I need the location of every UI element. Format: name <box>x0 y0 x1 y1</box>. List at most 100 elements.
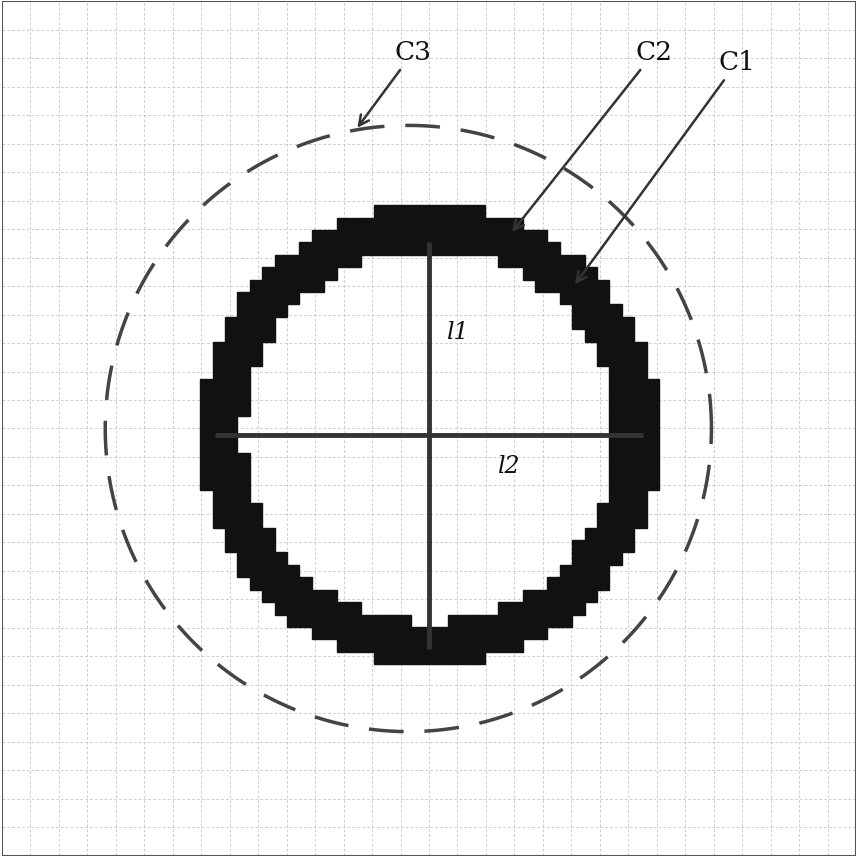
Bar <box>225 503 238 515</box>
Bar <box>634 379 647 392</box>
Bar <box>324 255 336 267</box>
Bar <box>609 553 622 565</box>
Bar <box>225 428 238 440</box>
Bar <box>560 565 572 578</box>
Bar <box>647 453 659 465</box>
Bar <box>622 528 634 540</box>
Bar <box>386 627 399 639</box>
Text: C1: C1 <box>577 51 755 282</box>
Bar <box>213 392 225 404</box>
Bar <box>634 367 647 379</box>
Bar <box>622 342 634 354</box>
Bar <box>399 230 411 243</box>
Bar <box>486 218 498 230</box>
Bar <box>609 317 622 329</box>
Bar <box>448 614 461 627</box>
Bar <box>374 243 386 255</box>
Bar <box>250 528 263 540</box>
Bar <box>361 639 374 651</box>
Bar <box>597 503 609 515</box>
Bar <box>225 453 238 465</box>
Bar <box>511 255 523 267</box>
Bar <box>511 218 523 230</box>
Bar <box>424 243 436 255</box>
Bar <box>238 515 250 528</box>
Bar <box>560 590 572 602</box>
Bar <box>263 304 275 317</box>
Bar <box>238 553 250 565</box>
Bar <box>609 379 622 392</box>
Bar <box>238 465 250 478</box>
Bar <box>597 578 609 590</box>
Bar <box>584 565 597 578</box>
Bar <box>200 404 213 417</box>
Bar <box>498 602 511 614</box>
Bar <box>399 218 411 230</box>
Bar <box>374 614 386 627</box>
Bar <box>597 565 609 578</box>
Bar <box>622 503 634 515</box>
Bar <box>213 440 225 453</box>
Bar <box>597 342 609 354</box>
Bar <box>609 342 622 354</box>
Bar <box>634 417 647 428</box>
Bar <box>263 590 275 602</box>
Bar <box>399 651 411 664</box>
Bar <box>647 440 659 453</box>
Bar <box>250 503 263 515</box>
Bar <box>634 515 647 528</box>
Bar <box>622 465 634 478</box>
Bar <box>275 255 287 267</box>
Bar <box>299 279 312 292</box>
Bar <box>473 651 486 664</box>
Bar <box>572 540 584 553</box>
Bar <box>287 565 299 578</box>
Bar <box>461 230 473 243</box>
Bar <box>424 627 436 639</box>
Bar <box>238 317 250 329</box>
Bar <box>622 329 634 342</box>
Bar <box>560 255 572 267</box>
Bar <box>461 206 473 218</box>
Bar <box>374 627 386 639</box>
Bar <box>572 602 584 614</box>
Bar <box>560 602 572 614</box>
Bar <box>238 367 250 379</box>
Bar <box>473 218 486 230</box>
Bar <box>411 639 424 651</box>
Bar <box>461 218 473 230</box>
Bar <box>461 614 473 627</box>
Bar <box>584 304 597 317</box>
Bar <box>597 279 609 292</box>
Bar <box>634 342 647 354</box>
Bar <box>225 379 238 392</box>
Bar <box>361 614 374 627</box>
Bar <box>461 627 473 639</box>
Bar <box>609 478 622 490</box>
Bar <box>622 515 634 528</box>
Bar <box>622 478 634 490</box>
Bar <box>225 367 238 379</box>
Bar <box>535 602 547 614</box>
Bar <box>486 614 498 627</box>
Bar <box>312 590 324 602</box>
Bar <box>238 379 250 392</box>
Bar <box>287 614 299 627</box>
Bar <box>634 440 647 453</box>
Bar <box>535 255 547 267</box>
Bar <box>560 292 572 304</box>
Bar <box>312 243 324 255</box>
Bar <box>622 404 634 417</box>
Bar <box>250 317 263 329</box>
Bar <box>250 342 263 354</box>
Bar <box>498 639 511 651</box>
Bar <box>486 230 498 243</box>
Bar <box>225 528 238 540</box>
Bar <box>622 440 634 453</box>
Bar <box>299 614 312 627</box>
Bar <box>486 639 498 651</box>
Bar <box>609 515 622 528</box>
Bar <box>287 578 299 590</box>
Bar <box>238 304 250 317</box>
Bar <box>213 515 225 528</box>
